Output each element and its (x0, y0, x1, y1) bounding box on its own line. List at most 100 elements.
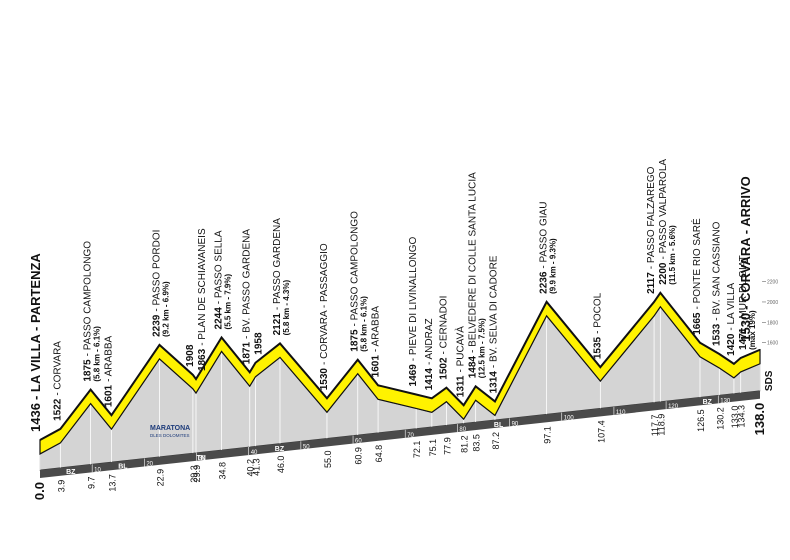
waypoint-altitude: 2117 (646, 272, 657, 294)
waypoint-name: - LA VILLA (726, 282, 737, 330)
km-label: 60.9 (354, 447, 364, 465)
waypoint-name: - PASSO GARDENA (272, 218, 283, 310)
waypoint-name: - CORVARA (52, 341, 63, 396)
waypoint-label: 1522 - CORVARA (52, 341, 63, 421)
waypoint-label: 2117 - PASSO FALZAREGO (646, 166, 657, 294)
km-label: 34.8 (218, 462, 228, 480)
km-label: 138.0 (752, 403, 767, 436)
waypoint-name: - BV. PASSO GARDENA (242, 229, 253, 339)
waypoint-name: - PASSO PORDOI (151, 230, 162, 312)
km-label: 22.9 (155, 469, 165, 487)
km-tick-label: 20 (146, 462, 153, 468)
km-label: 75.1 (428, 439, 438, 457)
km-label: 72.1 (412, 441, 422, 459)
waypoint-label: 1601 - ARABBA (371, 306, 382, 378)
waypoint-label: 1908 (185, 344, 196, 367)
km-label: 97.1 (543, 426, 553, 444)
waypoint-name: - POCOL (592, 292, 603, 334)
waypoint-name: - PONTE RIO SARÉ (690, 218, 703, 309)
km-label: 9.7 (87, 476, 97, 489)
waypoint-name: - LA VILLA - PARTENZA (28, 253, 43, 400)
waypoint-name: - PASSO VALPAROLA (658, 159, 669, 260)
waypoint-name: - BELVEDERE DI COLLE SANTA LUCIA (468, 172, 479, 353)
waypoint-altitude: 1436 (28, 403, 43, 432)
waypoint-label: 1530 - CORVARA - PASSAGGIO (319, 243, 330, 390)
waypoint-name: - PASSO CAMPOLONGO (83, 241, 94, 357)
waypoint-name: - PUCAVÀ (454, 326, 467, 373)
km-label: 40.2 (246, 459, 256, 477)
waypoint-altitude: 2244 (214, 307, 225, 330)
climb-label: (5.8 km - 4.3%) (282, 280, 291, 336)
km-label: 87.2 (491, 432, 501, 450)
waypoint-label: 1484 - BELVEDERE DI COLLE SANTA LUCIA (468, 172, 479, 378)
km-tick-label: 50 (303, 444, 310, 450)
km-label: 13.7 (107, 474, 117, 492)
climb-label: (5.8 km - 6.1%) (360, 296, 369, 352)
waypoint-label: 1469 - PIEVE DI LIVINALLONGO (408, 237, 419, 387)
km-tick-label: 40 (251, 450, 258, 456)
climb-label: (max 19%) (748, 310, 757, 350)
waypoint-altitude: 1522 (52, 398, 63, 421)
waypoint-altitude: 1530 (319, 368, 330, 391)
logo-text: DLES DOLOMITES (150, 433, 190, 438)
altitude-tick-label: 2000 (767, 300, 778, 306)
waypoint-name: - BV. SELVA DI CADORE (489, 255, 500, 368)
waypoint-label: 1958 (254, 332, 265, 355)
waypoint-label: 1311 - PUCAVÀ (454, 326, 467, 398)
climb-label: (5.5 km - 7.9%) (224, 274, 233, 330)
waypoint-altitude: 2239 (151, 314, 162, 337)
ground (39, 306, 761, 471)
waypoint-altitude: 1863 (197, 348, 208, 371)
waypoint-name: - PASSO CAMPOLONGO (350, 211, 361, 327)
waypoint-altitude: 1530 (738, 313, 753, 342)
waypoint-label: 1420 - LA VILLA (726, 282, 737, 355)
waypoint-name: - ANDRAZ (424, 318, 435, 365)
waypoint-altitude: 1908 (185, 344, 196, 367)
region-label: BZ (703, 399, 713, 406)
waypoint-label: 1875 - PASSO CAMPOLONGO (350, 211, 361, 352)
waypoint-label: 1530 - CORVARA - ARRIVO (738, 176, 753, 342)
waypoint-label: 1471 - MUR DL GIAT (738, 255, 749, 350)
km-label: 81.2 (460, 435, 470, 453)
km-label: 130.2 (715, 407, 725, 430)
waypoint-label: 1665 - PONTE RIO SARÉ (690, 218, 703, 335)
waypoint-label: 1863 - PLAN DE SCHIAVANEIS (197, 228, 208, 371)
waypoint-label: 1414 - ANDRAZ (424, 318, 435, 390)
km-label: 133.0 (730, 406, 740, 429)
altitude-tick-label: 1800 (767, 320, 778, 326)
waypoint-label: 2200 - PASSO VALPAROLA (658, 159, 669, 285)
waypoint-label: 2236 - PASSO GIAU (539, 202, 550, 294)
region-label: TN (197, 455, 206, 462)
waypoint-name: - BV. SAN CASSIANO (711, 221, 722, 320)
waypoint-label: 1436 - LA VILLA - PARTENZA (28, 253, 43, 432)
waypoint-name: - PASSO SELLA (214, 230, 225, 304)
waypoint-altitude: 1420 (726, 333, 737, 356)
region-label: BL (118, 463, 128, 470)
km-label: 77.9 (442, 437, 452, 455)
waypoint-altitude: 1871 (242, 342, 253, 365)
waypoint-altitude: 1533 (711, 323, 722, 346)
km-label: 41.3 (251, 458, 261, 476)
km-label: 46.0 (276, 456, 286, 474)
waypoint-name: - CORVARA - PASSAGGIO (319, 243, 330, 365)
waypoint-altitude: 2200 (658, 262, 669, 285)
waypoint-label: 1601 - ARABBA (104, 335, 115, 407)
waypoint-altitude: 1502 (438, 357, 449, 380)
waypoint-name: - PIEVE DI LIVINALLONGO (408, 237, 419, 362)
waypoint-name: - PASSO FALZAREGO (646, 166, 657, 269)
sponsor-mark: SDS (764, 370, 775, 391)
waypoint-altitude: 1471 (738, 327, 749, 350)
km-tick-label: 30 (199, 456, 206, 462)
km-label: 126.5 (696, 409, 706, 432)
profile-line (39, 291, 761, 441)
waypoint-label: 1871 - BV. PASSO GARDENA (242, 229, 253, 365)
waypoint-altitude: 1601 (371, 355, 382, 378)
waypoint-name: - PLAN DE SCHIAVANEIS (197, 228, 208, 346)
waypoint-altitude: 1311 (456, 375, 467, 397)
waypoint-altitude: 2121 (272, 313, 283, 336)
logo-text: MARATONA (150, 425, 190, 432)
km-label: 118.9 (656, 414, 666, 436)
waypoint-altitude: 1875 (83, 359, 94, 382)
waypoint-altitude: 1601 (104, 384, 115, 407)
